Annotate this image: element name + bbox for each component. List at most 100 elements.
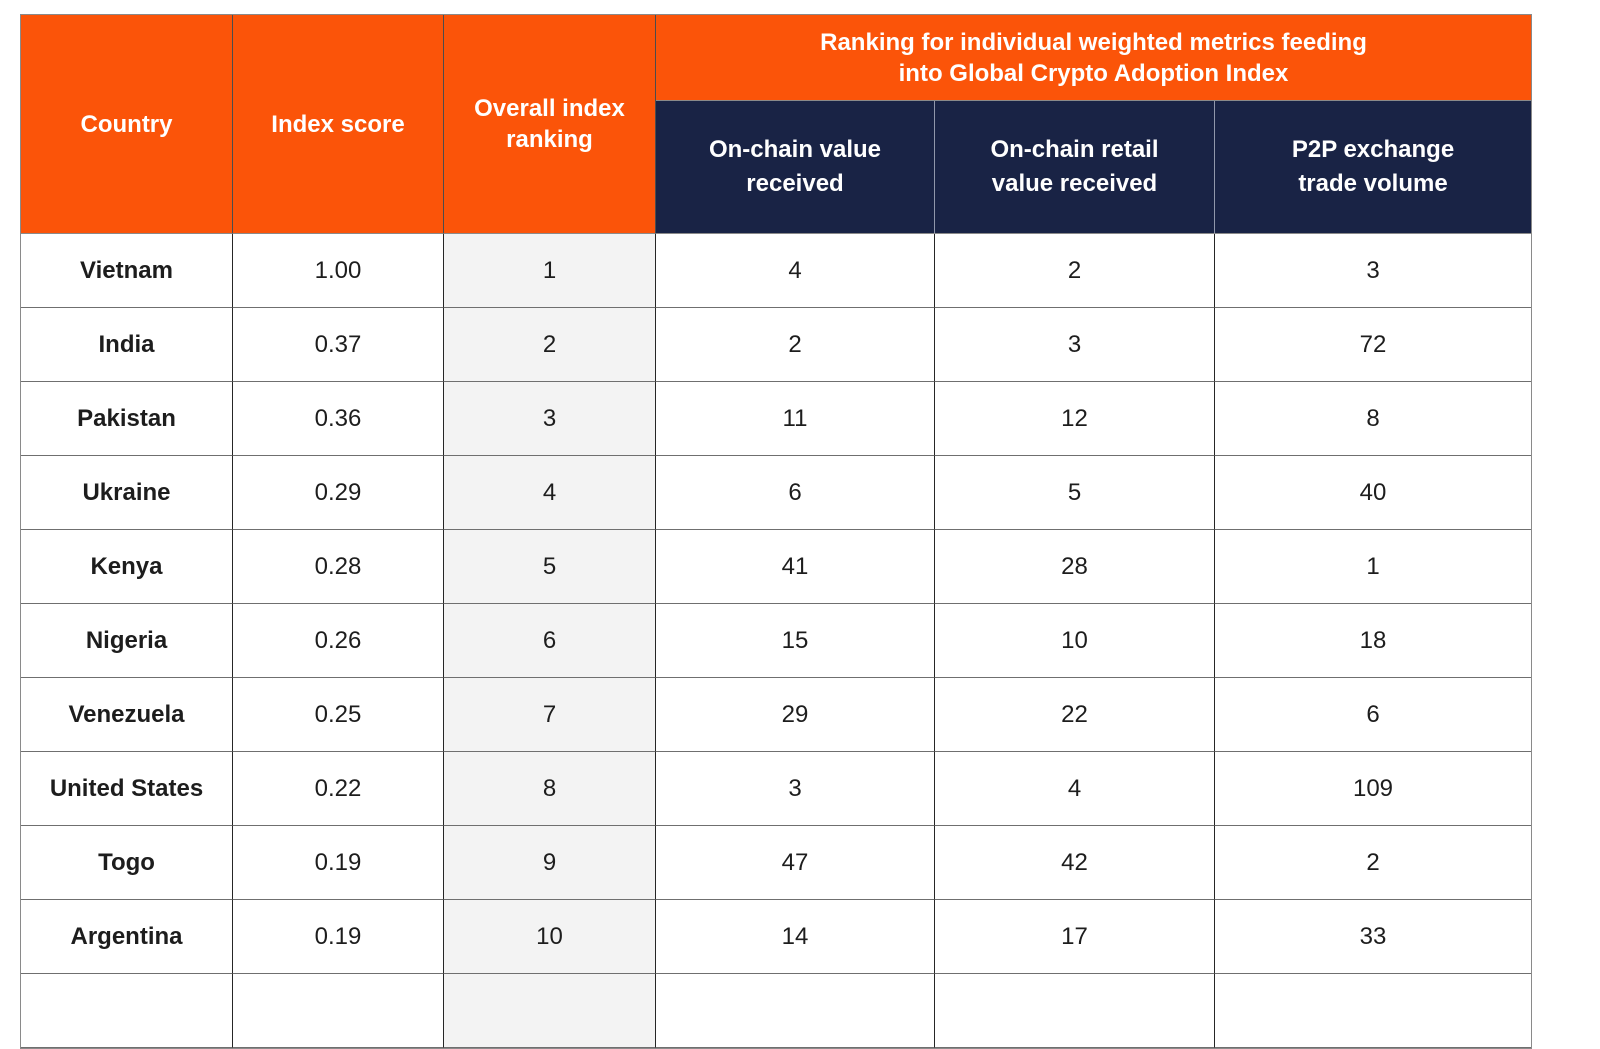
table-body: Vietnam 1.00 1 4 2 3 India 0.37 2 2 3 72… [21,234,1532,1048]
onchain-retail-cell: 12 [935,382,1215,456]
col-header-country: Country [21,15,233,234]
overall-ranking-cell: 2 [444,308,656,382]
table-row: Argentina 0.19 10 14 17 33 [21,900,1532,974]
group-header-weighted-metrics: Ranking for individual weighted metrics … [656,15,1532,101]
index-score-cell: 0.22 [233,752,444,826]
col-header-p2p-volume: P2P exchange trade volume [1215,101,1532,234]
col-header-index-score-line1: Index score [271,110,405,138]
table-row [21,974,1532,1048]
crypto-adoption-table-wrap: Country Index score Overall index ranking… [20,14,1533,1049]
table-row: Ukraine 0.29 4 6 5 40 [21,456,1532,530]
table-row: Pakistan 0.36 3 11 12 8 [21,382,1532,456]
country-cell: Kenya [21,530,233,604]
p2p-volume-cell: 109 [1215,752,1532,826]
onchain-retail-cell: 17 [935,900,1215,974]
country-cell: United States [21,752,233,826]
onchain-retail-cell [935,974,1215,1048]
overall-ranking-cell: 8 [444,752,656,826]
col-header-index-score: Index score [233,15,444,234]
index-score-cell: 0.28 [233,530,444,604]
table-header: Country Index score Overall index ranking… [21,15,1532,234]
p2p-volume-cell: 3 [1215,234,1532,308]
col-header-onchain-value-line1: On-chain value [708,136,882,163]
country-cell: Argentina [21,900,233,974]
onchain-retail-cell: 22 [935,678,1215,752]
onchain-retail-cell: 2 [935,234,1215,308]
country-cell: India [21,308,233,382]
p2p-volume-cell: 1 [1215,530,1532,604]
onchain-value-cell: 6 [656,456,935,530]
overall-ranking-cell: 10 [444,900,656,974]
col-header-p2p-volume-line2: trade volume [1298,170,1448,197]
country-cell [21,974,233,1048]
table-row: India 0.37 2 2 3 72 [21,308,1532,382]
col-header-onchain-retail-line1: On-chain retail [990,136,1159,163]
onchain-value-cell: 47 [656,826,935,900]
col-header-onchain-retail: On-chain retail value received [935,101,1215,234]
index-score-cell: 0.25 [233,678,444,752]
header-row-sub: On-chain value received On-chain retail va… [21,101,1532,234]
country-cell: Venezuela [21,678,233,752]
col-header-country-line1: Country [80,110,173,138]
onchain-value-cell: 11 [656,382,935,456]
country-cell: Pakistan [21,382,233,456]
index-score-cell: 0.36 [233,382,444,456]
index-score-cell: 0.29 [233,456,444,530]
p2p-volume-cell: 40 [1215,456,1532,530]
onchain-value-cell: 15 [656,604,935,678]
table-row: Togo 0.19 9 47 42 2 [21,826,1532,900]
index-score-cell [233,974,444,1048]
p2p-volume-cell: 6 [1215,678,1532,752]
onchain-value-cell: 2 [656,308,935,382]
country-cell: Vietnam [21,234,233,308]
table-row: Venezuela 0.25 7 29 22 6 [21,678,1532,752]
onchain-value-cell: 29 [656,678,935,752]
global-crypto-adoption-index-table: Country Index score Overall index ranking… [20,14,1533,1049]
onchain-value-cell: 14 [656,900,935,974]
p2p-volume-cell: 33 [1215,900,1532,974]
p2p-volume-cell [1215,974,1532,1048]
col-header-overall-ranking: Overall index ranking [444,15,656,234]
onchain-retail-cell: 10 [935,604,1215,678]
onchain-value-cell: 3 [656,752,935,826]
index-score-cell: 1.00 [233,234,444,308]
p2p-volume-cell: 18 [1215,604,1532,678]
country-cell: Ukraine [21,456,233,530]
group-header-line2: into Global Crypto Adoption Index [898,59,1289,87]
onchain-value-cell: 4 [656,234,935,308]
group-header-line1: Ranking for individual weighted metrics … [820,28,1367,56]
country-cell: Nigeria [21,604,233,678]
overall-ranking-cell: 5 [444,530,656,604]
header-row-top: Country Index score Overall index ranking… [21,15,1532,234]
onchain-retail-cell: 42 [935,826,1215,900]
col-header-onchain-value: On-chain value received [656,101,935,234]
onchain-retail-cell: 3 [935,308,1215,382]
overall-ranking-cell: 3 [444,382,656,456]
index-score-cell: 0.19 [233,900,444,974]
country-cell: Togo [21,826,233,900]
p2p-volume-cell: 72 [1215,308,1532,382]
onchain-value-cell: 41 [656,530,935,604]
p2p-volume-cell: 2 [1215,826,1532,900]
overall-ranking-cell: 1 [444,234,656,308]
index-score-cell: 0.37 [233,308,444,382]
overall-ranking-cell [444,974,656,1048]
overall-ranking-cell: 6 [444,604,656,678]
table-row: Vietnam 1.00 1 4 2 3 [21,234,1532,308]
col-header-onchain-value-line2: received [746,170,844,197]
onchain-retail-cell: 4 [935,752,1215,826]
index-score-cell: 0.26 [233,604,444,678]
table-row: United States 0.22 8 3 4 109 [21,752,1532,826]
onchain-retail-cell: 28 [935,530,1215,604]
col-header-overall-ranking-line1: Overall index [474,95,625,122]
col-header-p2p-volume-line1: P2P exchange [1291,136,1455,163]
overall-ranking-cell: 9 [444,826,656,900]
onchain-retail-cell: 5 [935,456,1215,530]
col-header-onchain-retail-line2: value received [991,170,1158,197]
table-row: Kenya 0.28 5 41 28 1 [21,530,1532,604]
table-row: Nigeria 0.26 6 15 10 18 [21,604,1532,678]
p2p-volume-cell: 8 [1215,382,1532,456]
overall-ranking-cell: 4 [444,456,656,530]
index-score-cell: 0.19 [233,826,444,900]
overall-ranking-cell: 7 [444,678,656,752]
